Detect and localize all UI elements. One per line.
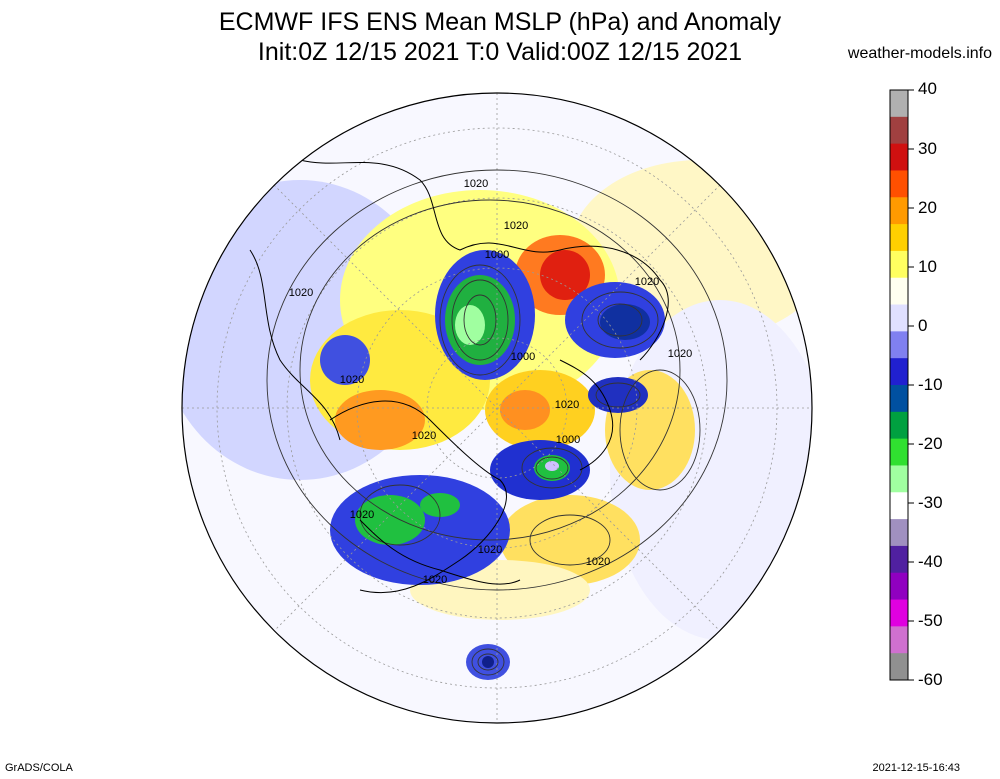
colorbar-swatch [890, 250, 908, 279]
colorbar-swatch [890, 358, 908, 386]
colorbar-swatch [890, 197, 908, 225]
colorbar-tick-label: -10 [918, 375, 943, 394]
colorbar-swatch [890, 331, 908, 359]
contour-labels: 1020 1020 1000 1020 1020 1000 1020 1020 … [289, 178, 692, 586]
colorbar-swatch [890, 438, 908, 466]
isobars [266, 169, 728, 676]
colorbar-swatch [890, 304, 908, 332]
contour-label: 1020 [423, 574, 447, 586]
colorbar-swatch [890, 653, 908, 681]
map-field [182, 93, 812, 723]
colorbar-swatch [890, 599, 908, 627]
anomaly-orange-europe [335, 390, 425, 450]
contour-label: 1020 [340, 374, 364, 386]
anomaly-light-green-greenland [455, 305, 485, 345]
colorbar-swatch [890, 90, 908, 118]
graticule [182, 93, 812, 723]
contour-label: 1020 [635, 276, 659, 288]
contour-label: 1020 [289, 287, 313, 299]
colorbar-swatch [890, 143, 908, 171]
colorbar-swatch [890, 116, 908, 145]
colorbar-swatch [890, 170, 908, 198]
map-subtitle: Init:0Z 12/15 2021 T:0 Valid:00Z 12/15 2… [257, 38, 743, 66]
colorbar-swatch [890, 626, 908, 654]
anomaly-colorbar [889, 89, 914, 681]
colorbar-tick-label: 20 [918, 198, 937, 217]
contour-label: 1000 [485, 249, 509, 261]
coastlines [249, 159, 669, 594]
colorbar-swatch [890, 572, 908, 601]
colorbar-swatch [890, 277, 908, 306]
anomaly-red-alaska [540, 250, 590, 300]
anomaly-core-south-low [482, 656, 494, 668]
anomaly-dark-blue-aleutian [600, 304, 650, 340]
colorbar-swatch [890, 519, 908, 547]
colorbar-swatch [890, 385, 908, 413]
colorbar-swatch [890, 411, 908, 440]
contour-label: 1020 [668, 348, 692, 360]
map-title: ECMWF IFS ENS Mean MSLP (hPa) and Anomal… [218, 8, 782, 36]
footer-timestamp: 2021-12-15-16:43 [872, 762, 960, 774]
contour-label: 1000 [556, 434, 580, 446]
anomaly-core-siberia [545, 461, 559, 471]
contour-label: 1020 [412, 430, 436, 442]
colorbar-tick-label: 30 [918, 139, 937, 158]
contour-label: 1020 [350, 509, 374, 521]
colorbar-tick-label: -30 [918, 493, 943, 512]
colorbar-tick-label: 10 [918, 257, 937, 276]
colorbar-tick-label: 40 [918, 79, 937, 98]
colorbar-swatch [890, 224, 908, 252]
colorbar-tick-label: -50 [918, 611, 943, 630]
footer-software: GrADS/COLA [5, 762, 73, 774]
anomaly-green-asia-2 [420, 493, 460, 517]
colorbar-tick-label: -60 [918, 670, 943, 689]
contour-label: 1020 [555, 399, 579, 411]
anomaly-orange-pole [500, 390, 550, 430]
colorbar-tick-label: -40 [918, 552, 943, 571]
colorbar-swatch [890, 492, 908, 520]
contour-label: 1020 [464, 178, 488, 190]
contour-label: 1020 [478, 544, 502, 556]
contour-label: 1020 [586, 556, 610, 568]
anomaly-blue-atlantic [320, 335, 370, 385]
colorbar-tick-label: 0 [918, 316, 928, 335]
site-credit: weather-models.info [847, 45, 992, 62]
colorbar-swatch [890, 545, 908, 574]
contour-label: 1020 [504, 220, 528, 232]
map-border [181, 92, 813, 724]
colorbar-tick-label: -20 [918, 434, 943, 453]
contour-label: 1000 [511, 351, 535, 363]
colorbar-swatch [890, 465, 908, 493]
